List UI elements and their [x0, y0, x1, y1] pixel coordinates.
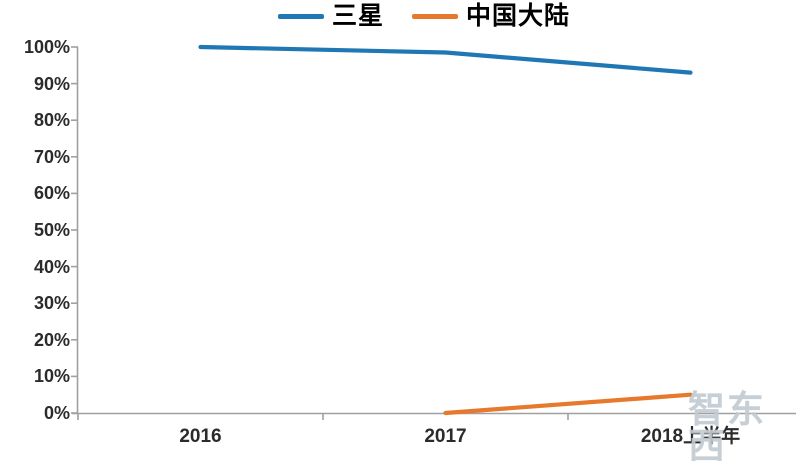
y-axis-tick-label: 100% — [23, 37, 70, 57]
legend-item-samsung: 三星 — [278, 4, 384, 29]
series-line-1 — [443, 392, 693, 416]
y-axis-tick-label: 90% — [33, 73, 70, 94]
y-axis-tick-label: 0% — [43, 403, 70, 423]
y-axis-tick-label: 50% — [33, 220, 70, 240]
legend-line-swatch-orange — [412, 14, 459, 19]
legend-item-china-mainland: 中国大陆 — [412, 4, 570, 29]
y-axis-tick-label: 80% — [33, 110, 70, 131]
y-axis-tick-label: 30% — [33, 293, 70, 314]
y-axis-tick-label: 70% — [33, 146, 70, 167]
y-axis-tick-label: 20% — [33, 329, 70, 350]
chart-legend: 三星 中国大陆 — [278, 4, 570, 29]
legend-label-samsung: 三星 — [332, 2, 385, 30]
y-axis-tick-label: 10% — [33, 366, 70, 387]
legend-label-china-mainland: 中国大陆 — [466, 2, 571, 30]
x-axis-tick-label: 2018上半年 — [640, 426, 741, 447]
series-line-0 — [198, 44, 693, 75]
x-axis-tick-label: 2016 — [179, 426, 222, 447]
y-axis-tick-label: 60% — [33, 183, 70, 204]
legend-line-swatch-blue — [278, 14, 324, 19]
y-axis-tick-label: 40% — [33, 256, 70, 277]
x-axis-tick-label: 2017 — [424, 426, 467, 447]
